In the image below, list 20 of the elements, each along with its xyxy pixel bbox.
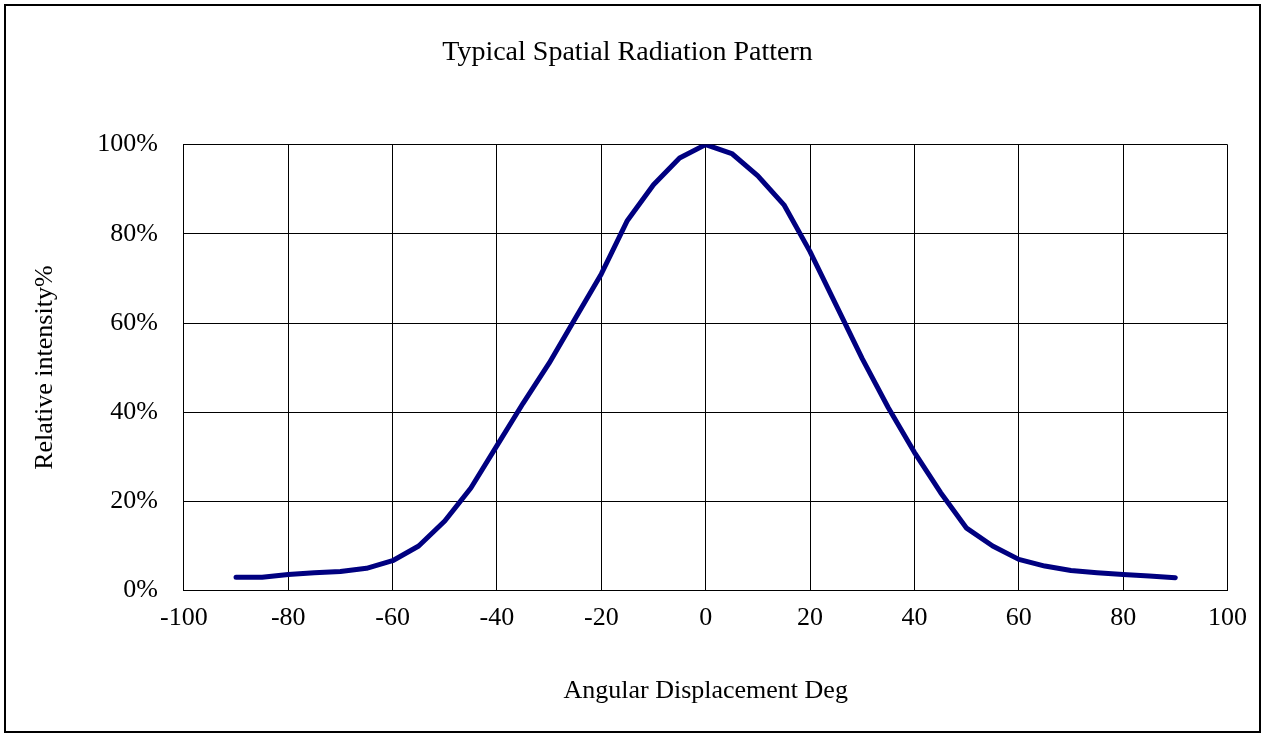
- y-axis-title: Relative intensity%: [29, 265, 59, 470]
- y-tick-label: 0%: [123, 574, 158, 604]
- x-tick-label: -60: [375, 602, 410, 632]
- y-tick-label: 80%: [110, 217, 158, 247]
- x-tick-label: -20: [583, 602, 619, 632]
- x-tick-label: -40: [479, 602, 515, 632]
- chart-title: Typical Spatial Radiation Pattern: [442, 35, 813, 67]
- y-tick-label: 40%: [110, 396, 158, 426]
- x-tick-label: 100: [1208, 602, 1247, 632]
- x-axis-title: Angular Displacement Deg: [563, 675, 848, 705]
- x-tick-label: 60: [1005, 602, 1032, 632]
- x-tick-label: -100: [160, 602, 208, 632]
- y-tick-label: 60%: [110, 306, 158, 336]
- x-tick-label: 20: [797, 602, 824, 632]
- x-tick-label: 0: [699, 602, 713, 632]
- x-tick-label: 40: [901, 602, 928, 632]
- x-tick-label: -80: [270, 602, 306, 632]
- y-tick-label: 100%: [97, 128, 158, 158]
- y-tick-label: 20%: [110, 485, 158, 515]
- x-tick-label: 80: [1110, 602, 1137, 632]
